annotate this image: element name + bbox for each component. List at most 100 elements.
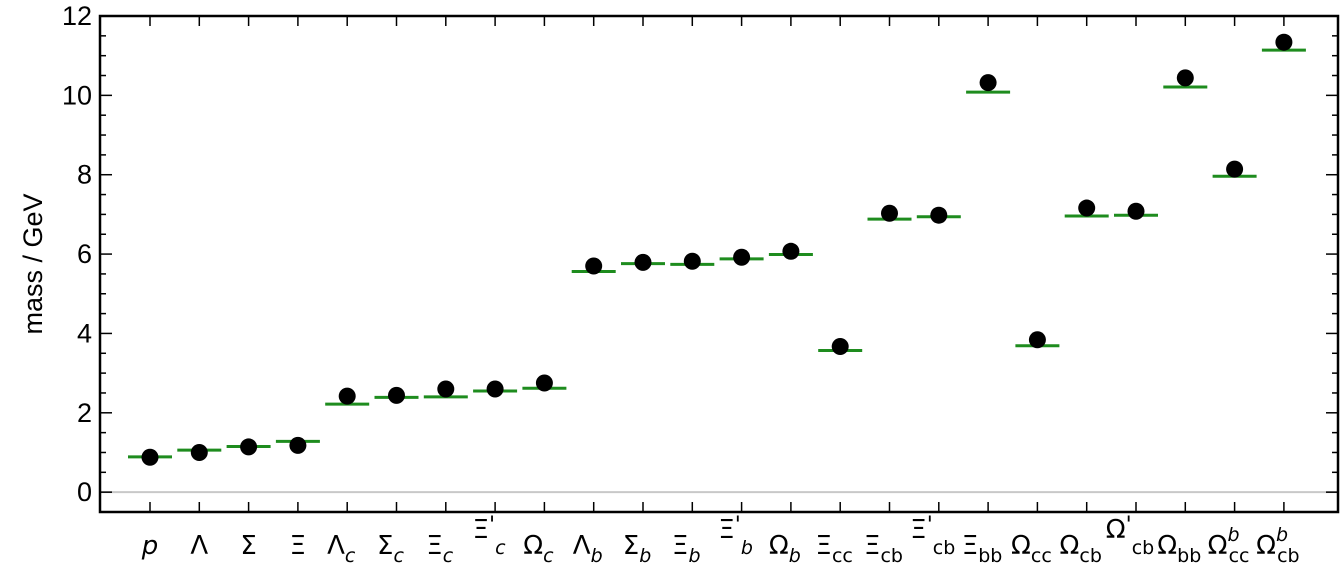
category-sub: cc — [832, 545, 853, 567]
category-text: Σc — [377, 531, 404, 567]
category-base: Ω — [1208, 531, 1228, 561]
category-text: Ξbb — [962, 531, 1003, 567]
category-sub: cc — [1229, 545, 1250, 567]
x-category-label: Ωc — [523, 531, 554, 567]
x-category-label: Ωcc — [1011, 531, 1052, 567]
data-point — [1127, 202, 1145, 220]
category-text: Ξ'cb — [910, 513, 955, 559]
category-text: Ωc — [523, 531, 554, 567]
category-prime: ' — [1126, 513, 1132, 538]
category-base: Ω — [1011, 531, 1031, 561]
category-base: Σ — [623, 531, 639, 561]
category-text: Ωcc — [1011, 531, 1052, 567]
x-category-label: Ξcc — [816, 531, 853, 567]
x-category-label: Σb — [623, 531, 652, 567]
data-point — [733, 248, 751, 266]
category-sub: bb — [1177, 545, 1201, 567]
x-category-label: Ωbb — [1157, 531, 1201, 567]
category-base: Λ — [190, 531, 208, 561]
x-category-label: Ξc — [426, 531, 453, 567]
category-sub: b — [688, 545, 700, 567]
category-base: Ω — [523, 531, 543, 561]
category-base: Ξ — [426, 531, 442, 561]
x-category-label: Ω'cb — [1106, 513, 1154, 559]
category-base: Ξ — [290, 531, 306, 561]
category-sub: cb — [880, 545, 903, 567]
x-category-label: Ξbb — [962, 531, 1003, 567]
category-text: Λ — [190, 531, 208, 561]
data-point — [535, 374, 553, 392]
x-category-label: Ξ'c — [473, 513, 507, 559]
category-text: Ξcc — [816, 531, 853, 567]
category-base: p — [141, 531, 159, 561]
x-category-label: Ξb — [672, 531, 701, 567]
data-point — [979, 74, 997, 92]
y-tick-label: 0 — [77, 477, 92, 507]
category-text: Ξ — [290, 531, 306, 561]
y-tick-label: 6 — [77, 239, 92, 269]
category-base: Ω — [1157, 531, 1177, 561]
category-sub: b — [639, 545, 651, 567]
data-point — [486, 380, 504, 398]
x-category-label: Ωb — [769, 531, 801, 567]
data-point — [338, 387, 356, 405]
category-base: Ω — [1106, 515, 1126, 545]
data-point — [881, 204, 898, 222]
category-sub: c — [393, 545, 404, 567]
data-point — [437, 380, 455, 398]
category-text: Ξc — [426, 531, 453, 567]
x-category-label: Ωb cb — [1256, 524, 1299, 567]
data-point — [1275, 33, 1293, 51]
data-point — [190, 443, 208, 461]
data-point — [634, 253, 652, 271]
data-point — [388, 386, 405, 404]
category-text: Ξcb — [864, 531, 903, 567]
category-sub: bb — [978, 545, 1002, 567]
category-text: Ωb cb — [1256, 524, 1299, 567]
category-sub: b — [741, 537, 753, 559]
data-point — [1028, 331, 1046, 349]
category-base: Ξ — [864, 531, 880, 561]
category-text: Λb — [573, 531, 603, 567]
y-tick-label: 4 — [77, 318, 92, 348]
category-prime: ' — [489, 513, 495, 538]
category-text: Ξb — [672, 531, 701, 567]
x-category-label: Λ — [190, 531, 208, 561]
x-category-label: p — [141, 531, 159, 561]
x-ticks-layer — [149, 16, 1285, 512]
x-category-label: Ωcb — [1060, 531, 1102, 567]
category-text: Σb — [623, 531, 652, 567]
data-point — [930, 206, 948, 224]
category-base: Ξ — [962, 531, 978, 561]
category-text: Ξ'c — [473, 513, 507, 559]
data-point — [289, 436, 307, 454]
category-sub: c — [443, 545, 454, 567]
category-base: Σ — [377, 531, 393, 561]
data-point — [585, 257, 603, 275]
category-base: Λ — [573, 531, 591, 561]
category-sub: cb — [1079, 545, 1102, 567]
category-text: Ω'cb — [1106, 513, 1154, 559]
category-text: Ωb cc — [1208, 524, 1250, 567]
category-text: Ωbb — [1157, 531, 1201, 567]
y-tick-label: 2 — [77, 398, 92, 428]
category-text: Ωcb — [1060, 531, 1102, 567]
data-point — [1226, 160, 1244, 178]
x-category-label: Ξ — [290, 531, 306, 561]
category-sub: cb — [933, 537, 956, 559]
y-ticks-layer: 0 2 4 6 8 10 12 — [62, 1, 1338, 513]
y-tick-label: 12 — [62, 1, 92, 31]
category-base: Ξ — [473, 515, 489, 545]
category-base: Ξ — [816, 531, 832, 561]
data-point — [141, 448, 159, 466]
category-text: Σ — [240, 531, 256, 561]
plot-frame — [98, 14, 1340, 514]
x-category-label: Ξcb — [864, 531, 903, 567]
category-sub: c — [345, 545, 356, 567]
x-category-label: Ωb cc — [1208, 524, 1250, 567]
category-base: Ω — [1060, 531, 1080, 561]
category-prime: ' — [735, 513, 741, 538]
category-base: Ω — [1256, 531, 1276, 561]
category-base: Ξ — [718, 515, 734, 545]
